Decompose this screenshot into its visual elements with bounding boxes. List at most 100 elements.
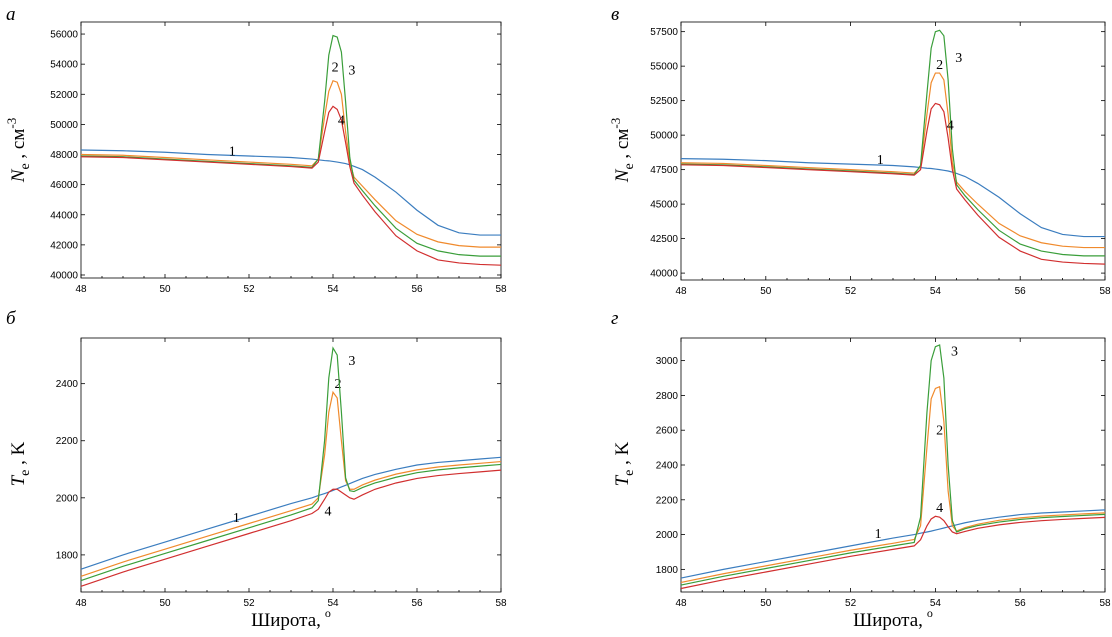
x-tick-label: 50 bbox=[760, 286, 772, 297]
x-tick-label: 48 bbox=[75, 284, 87, 295]
y-label-superscript: -3 bbox=[4, 118, 19, 129]
chart-panel-3: 48 50 52 54 56 58 1800 2000 2200 2400 2600 2800 3000… bbox=[611, 308, 1111, 631]
y-label-unit: , см bbox=[8, 129, 29, 164]
series-line-1 bbox=[680, 157, 1105, 238]
series-line-2 bbox=[80, 390, 502, 577]
y-label-symbol: T bbox=[612, 474, 633, 486]
x-tick-label: 54 bbox=[327, 598, 339, 609]
series-line-2 bbox=[680, 72, 1105, 249]
y-axis-label: Te , K bbox=[612, 441, 637, 486]
plot-frame bbox=[680, 21, 1106, 281]
series-line-3 bbox=[680, 344, 1106, 586]
x-tick-label: 48 bbox=[75, 598, 87, 609]
y-tick-label: 2600 bbox=[656, 426, 679, 437]
series-label-3: 3 bbox=[348, 64, 355, 79]
series-line-4 bbox=[680, 515, 1106, 590]
y-tick-label: 52000 bbox=[50, 90, 78, 101]
series-line-1 bbox=[680, 509, 1106, 579]
series-line-3 bbox=[680, 29, 1105, 257]
x-label-unit: o bbox=[325, 606, 331, 620]
x-tick-label: 48 bbox=[675, 286, 687, 297]
series-label-4: 4 bbox=[947, 119, 954, 134]
y-tick-label: 48000 bbox=[50, 150, 78, 161]
y-label-unit: , K bbox=[612, 441, 633, 469]
series-label-3: 3 bbox=[955, 51, 962, 66]
series-label-4: 4 bbox=[338, 113, 345, 128]
series-label-2: 2 bbox=[332, 61, 339, 76]
y-tick-label: 46000 bbox=[50, 180, 78, 191]
series-label-1: 1 bbox=[877, 153, 884, 168]
plot-frame bbox=[80, 21, 502, 279]
series-label-4: 4 bbox=[324, 505, 331, 520]
x-tick-label: 56 bbox=[1015, 598, 1027, 609]
x-axis-label: Широта, o bbox=[853, 606, 933, 631]
y-label-subscript: e bbox=[18, 470, 33, 476]
series-line-4 bbox=[80, 469, 502, 587]
series-line-2 bbox=[80, 79, 501, 248]
y-tick-label: 2400 bbox=[56, 379, 79, 390]
series-label-4: 4 bbox=[936, 501, 943, 516]
panel-letter: в bbox=[611, 4, 619, 25]
x-tick-label: 56 bbox=[411, 598, 423, 609]
y-tick-label: 55000 bbox=[650, 62, 678, 73]
x-tick-label: 54 bbox=[930, 286, 942, 297]
y-tick-label: 45000 bbox=[650, 200, 678, 211]
y-tick-label: 50000 bbox=[50, 120, 78, 131]
chart-panel-2: 48 50 52 54 56 58 1800 2000 2200 2400 1 23 4 б Te , K Ш… bbox=[6, 308, 507, 631]
x-tick-label: 50 bbox=[159, 598, 171, 609]
series-label-1: 1 bbox=[233, 511, 240, 526]
chart-panel-1: 48 50 52 54 56 58 40000 42500 45000 47500 50000 525… bbox=[608, 4, 1111, 297]
y-tick-label: 40000 bbox=[650, 269, 678, 280]
x-tick-label: 58 bbox=[1099, 286, 1111, 297]
x-tick-label: 50 bbox=[760, 598, 772, 609]
y-tick-label: 3000 bbox=[656, 356, 679, 367]
series-label-3: 3 bbox=[348, 354, 355, 369]
series-line-2 bbox=[680, 385, 1106, 584]
x-tick-label: 56 bbox=[411, 284, 423, 295]
x-tick-label: 52 bbox=[845, 598, 857, 609]
x-label-text: Широта, bbox=[853, 610, 923, 631]
series-line-1 bbox=[80, 456, 502, 570]
y-tick-label: 50000 bbox=[650, 131, 678, 142]
y-tick-label: 56000 bbox=[50, 30, 78, 41]
x-tick-label: 54 bbox=[327, 284, 339, 295]
y-axis-label: Ne , см-3 bbox=[608, 118, 637, 183]
x-tick-label: 56 bbox=[1015, 286, 1027, 297]
y-tick-label: 42000 bbox=[50, 240, 78, 251]
y-tick-label: 1800 bbox=[656, 565, 679, 576]
chart-panel-0: 48 50 52 54 56 58 40000 42000 44000 46000 48000 500… bbox=[4, 4, 507, 295]
series-label-2: 2 bbox=[936, 58, 943, 73]
y-label-subscript: e bbox=[622, 470, 637, 476]
y-tick-label: 2200 bbox=[656, 495, 679, 506]
x-label-text: Широта, bbox=[251, 610, 321, 631]
series-label-1: 1 bbox=[875, 527, 882, 542]
y-tick-label: 2000 bbox=[56, 493, 79, 504]
panel-letter: г bbox=[611, 308, 618, 329]
x-tick-label: 50 bbox=[159, 284, 171, 295]
y-label-superscript: -3 bbox=[608, 118, 623, 129]
y-label-symbol: N bbox=[8, 168, 29, 183]
y-tick-label: 54000 bbox=[50, 60, 78, 71]
y-tick-label: 52500 bbox=[650, 96, 678, 107]
series-line-3 bbox=[80, 346, 502, 582]
series-label-2: 2 bbox=[335, 377, 342, 392]
y-label-unit: , K bbox=[8, 441, 29, 469]
y-label-symbol: T bbox=[8, 474, 29, 486]
x-tick-label: 58 bbox=[1099, 598, 1111, 609]
y-tick-label: 44000 bbox=[50, 210, 78, 221]
series-line-3 bbox=[80, 34, 501, 257]
series-line-4 bbox=[80, 105, 502, 266]
series-line-1 bbox=[80, 149, 501, 236]
series-label-1: 1 bbox=[229, 144, 236, 159]
x-tick-label: 58 bbox=[495, 598, 507, 609]
y-axis-label: Te , K bbox=[8, 441, 33, 486]
x-tick-label: 54 bbox=[930, 598, 942, 609]
x-tick-label: 52 bbox=[243, 284, 255, 295]
panel-letter: а bbox=[6, 4, 16, 25]
y-tick-label: 2400 bbox=[656, 461, 679, 472]
y-tick-label: 2200 bbox=[56, 436, 79, 447]
x-tick-label: 52 bbox=[243, 598, 255, 609]
panel-letter: б bbox=[6, 308, 17, 329]
y-axis-label: Ne , см-3 bbox=[4, 118, 33, 183]
